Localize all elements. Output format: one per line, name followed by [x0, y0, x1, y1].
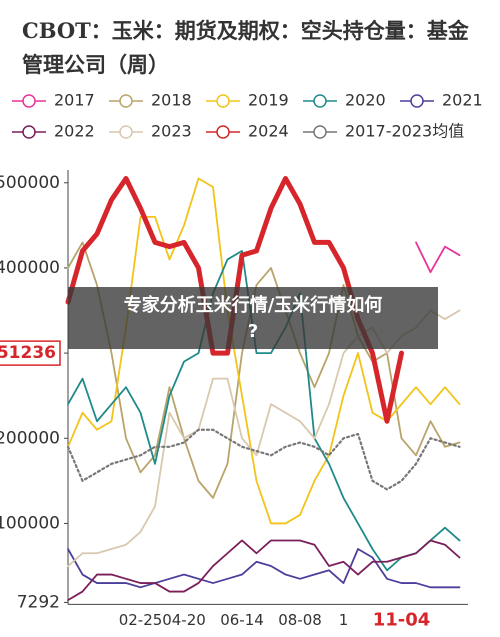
overlay-text: ?	[247, 321, 259, 342]
series-line	[67, 548, 461, 589]
legend-marker	[313, 94, 327, 108]
x-tick-label: 02-25	[119, 611, 163, 629]
legend-marker	[22, 125, 36, 139]
legend-marker	[216, 125, 230, 139]
annotation-box	[0, 340, 61, 366]
legend-marker	[313, 125, 327, 139]
overlay-text: 专家分析玉米行情/玉米行情如何	[123, 295, 383, 316]
series-line	[67, 250, 461, 572]
legend-label: 2023	[151, 122, 192, 141]
legend-label: 2024	[248, 122, 289, 141]
x-tick-label: 08-08	[278, 611, 322, 629]
legend-label: 2019	[248, 91, 289, 110]
legend-label: 2020	[345, 91, 386, 110]
y-tick-label: 500000	[0, 173, 60, 193]
legend-marker	[410, 94, 424, 108]
series-line	[67, 177, 461, 525]
legend-label: 2018	[151, 91, 192, 110]
series-line	[415, 241, 461, 274]
x-tick-label: 06-14	[220, 611, 264, 629]
overlay-banner: 专家分析玉米行情/玉米行情如何 ?	[68, 287, 438, 349]
legend-label: 2022	[54, 122, 95, 141]
y-tick-label: 7292	[17, 592, 60, 612]
legend-marker	[22, 94, 36, 108]
legend-marker	[119, 125, 133, 139]
legend-label: 2017	[54, 91, 95, 110]
legend-marker	[216, 94, 230, 108]
y-tick-label: 100000	[0, 513, 60, 533]
x-tick-label: 04-20	[162, 611, 206, 629]
series-line	[67, 539, 461, 601]
chart-title: CBOT：玉米：期货及期权：空头持仓量：基金管理公司（周）	[22, 18, 469, 77]
y-tick-label: 400000	[0, 258, 60, 278]
series-line	[66, 428, 461, 491]
y-tick-label: 200000	[0, 428, 60, 448]
x-tick-label: 11-04	[373, 609, 431, 630]
x-tick-label: 1	[339, 611, 349, 629]
legend-marker	[119, 94, 133, 108]
legend-label: 2021	[442, 91, 483, 110]
annotation-label: 51236	[0, 343, 56, 363]
legend-label: 2017-2023均值	[345, 122, 464, 141]
